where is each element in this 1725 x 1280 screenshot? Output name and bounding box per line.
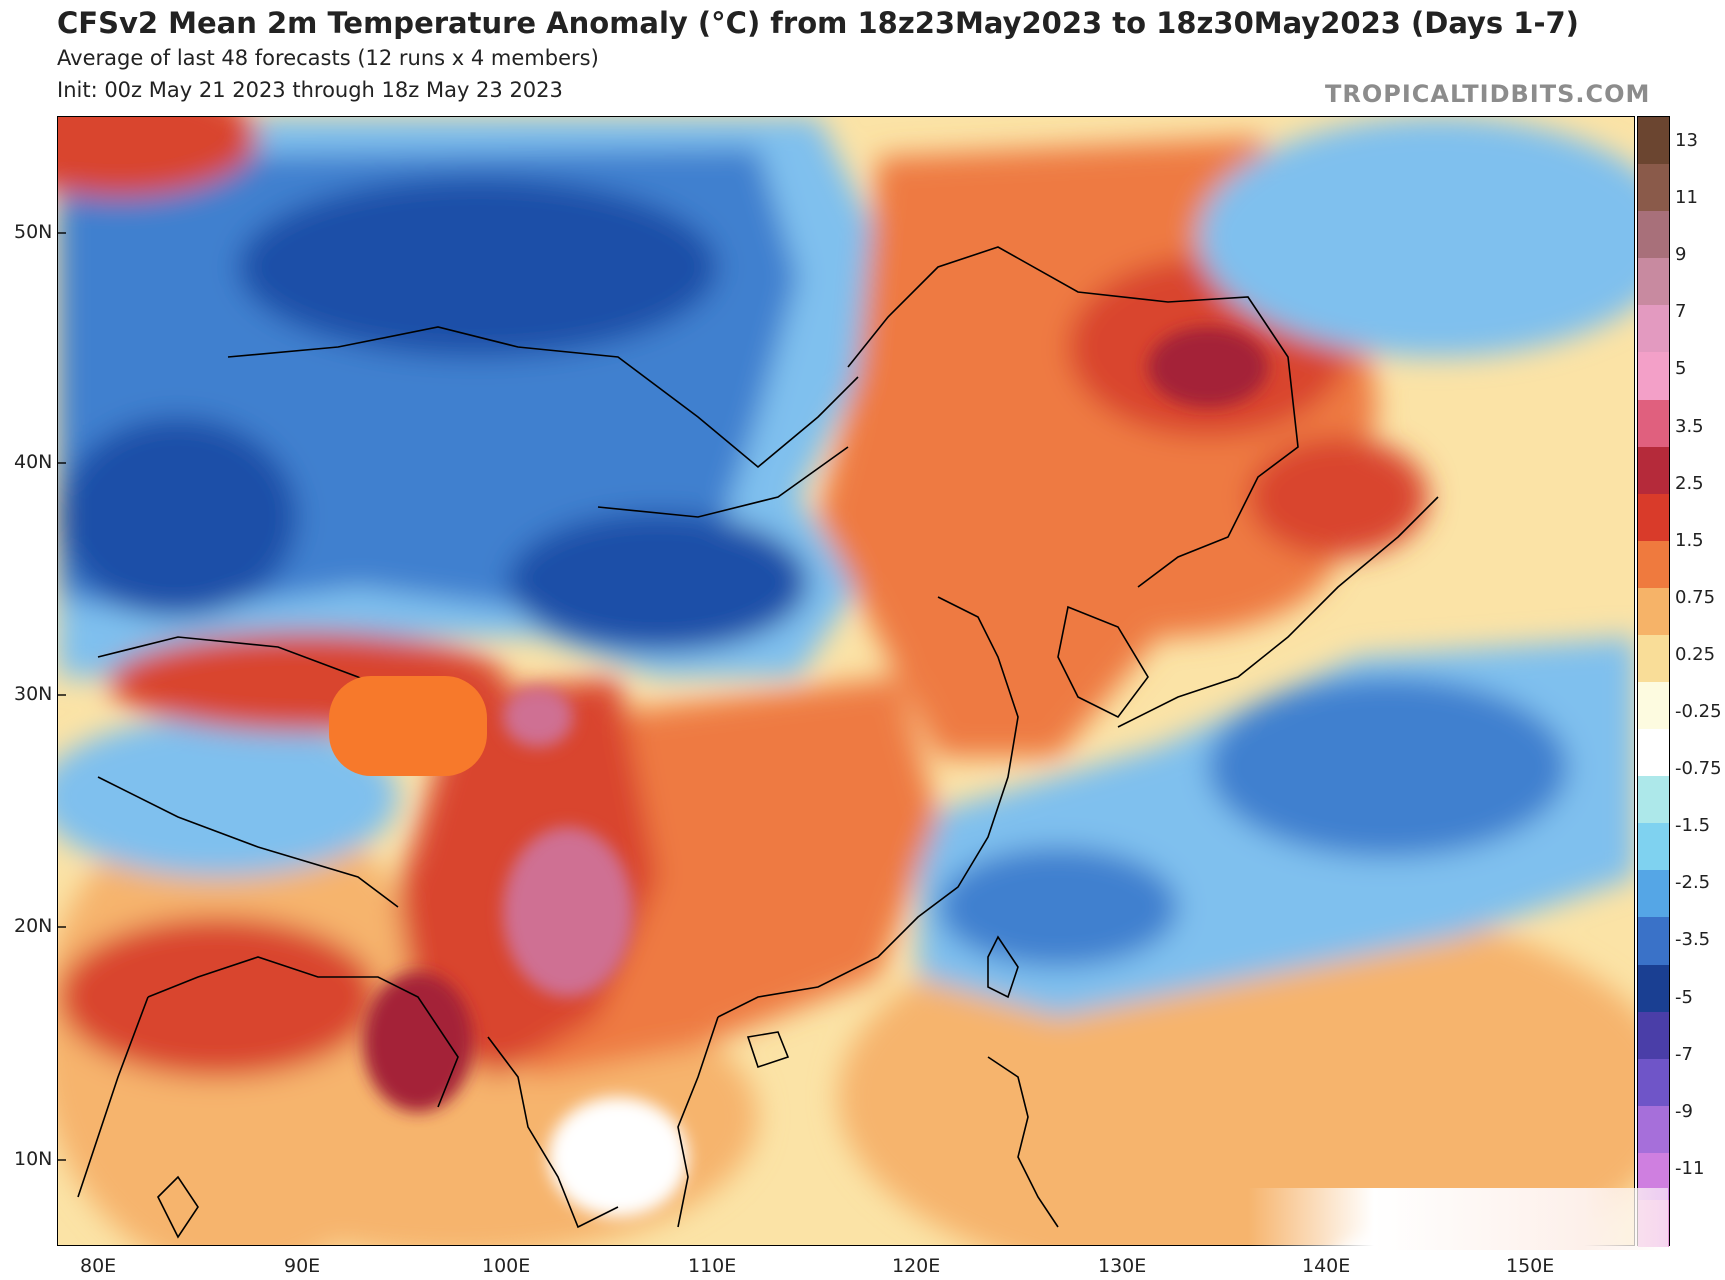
redacted-marker	[329, 676, 487, 776]
colorbar-segment	[1638, 1105, 1669, 1154]
anomaly-hot-corner	[58, 117, 258, 197]
anomaly-extreme-yunnan	[503, 827, 633, 997]
anomaly-cool-okhotsk	[1198, 117, 1634, 357]
anomaly-hotter-india	[58, 917, 378, 1077]
colorbar-label: 0.75	[1675, 586, 1716, 608]
anomaly-cold-deep-gobi	[508, 512, 808, 652]
coast-korea	[1057, 605, 1149, 719]
colorbar-segment	[1638, 399, 1669, 448]
colorbar-label: -0.75	[1675, 758, 1722, 780]
anomaly-neutral-thailand	[548, 1097, 688, 1217]
colorbar-label: -1.5	[1675, 815, 1711, 837]
colorbar-label: -9	[1675, 1100, 1693, 1122]
colorbar	[1637, 116, 1670, 1248]
border-mongolia-south	[597, 446, 849, 518]
colorbar-label: -3.5	[1675, 929, 1711, 951]
lat-label-10n: 10N	[14, 1148, 53, 1170]
anomaly-cool-tibet	[58, 717, 398, 877]
map-subtitle-forecasts: Average of last 48 forecasts (12 runs x …	[57, 46, 599, 70]
colorbar-label: 1.5	[1675, 529, 1704, 551]
lon-label-140e: 140E	[1302, 1255, 1351, 1277]
coast-china-east	[717, 596, 1019, 1018]
brand-watermark: TROPICALTIDBITS.COM	[1325, 80, 1651, 108]
anomaly-hottest-amur	[1148, 327, 1268, 407]
temperature-anomaly-map	[57, 116, 1635, 1246]
coast-taiwan	[987, 935, 1019, 999]
coast-indochina	[487, 1036, 619, 1229]
colorbar-segment	[1638, 352, 1669, 400]
graticule-ticks	[58, 232, 66, 1161]
colorbar-label: -5	[1675, 986, 1693, 1008]
colorbar-segment	[1638, 729, 1669, 777]
colorbar-segment	[1638, 870, 1669, 918]
anomaly-cold-pacific	[1208, 677, 1568, 857]
colorbar-segment	[1638, 493, 1669, 542]
anomaly-cold-deep-siberia	[238, 177, 718, 357]
coast-hainan	[746, 1031, 790, 1069]
map-subtitle-init: Init: 00z May 21 2023 through 18z May 23…	[57, 78, 563, 102]
colorbar-label: 3.5	[1675, 415, 1704, 437]
colorbar-segment	[1638, 258, 1669, 306]
coast-philippines	[987, 1056, 1059, 1228]
colorbar-segment	[1638, 164, 1669, 212]
lat-label-50n: 50N	[14, 221, 53, 243]
colorbar-segment	[1638, 540, 1669, 589]
border-mongolia	[227, 326, 859, 469]
anomaly-hotter-hokkaido	[1248, 437, 1428, 557]
map-canvas	[58, 117, 1634, 1245]
map-title: CFSv2 Mean 2m Temperature Anomaly (°C) f…	[57, 6, 1579, 40]
colorbar-segment	[1638, 305, 1669, 353]
colorbar-segment	[1638, 634, 1669, 683]
corner-watermark	[1248, 1188, 1668, 1250]
colorbar-label: 0.25	[1675, 643, 1716, 665]
colorbar-segment	[1638, 682, 1669, 730]
coast-india-east	[77, 996, 149, 1198]
coast-vietnam	[677, 1016, 719, 1228]
coast-bay-of-bengal	[147, 956, 459, 1108]
colorbar-label: 7	[1675, 301, 1687, 323]
lon-label-100e: 100E	[482, 1255, 531, 1277]
lon-label-150e: 150E	[1506, 1255, 1555, 1277]
anomaly-cold-philippine-sea	[938, 847, 1178, 967]
lon-label-130e: 130E	[1098, 1255, 1147, 1277]
lon-label-80e: 80E	[80, 1255, 117, 1277]
colorbar-label: 5	[1675, 358, 1687, 380]
colorbar-segment	[1638, 446, 1669, 495]
colorbar-label: -2.5	[1675, 872, 1711, 894]
colorbar-segment	[1638, 1011, 1669, 1060]
colorbar-label: 9	[1675, 244, 1687, 266]
anomaly-cold-deep-west	[58, 417, 298, 617]
colorbar-label: -7	[1675, 1043, 1693, 1065]
coastlines	[77, 246, 1439, 1239]
lat-label-40n: 40N	[14, 451, 53, 473]
coast-japan	[1117, 496, 1439, 728]
colorbar-label: -11	[1675, 1157, 1705, 1179]
coast-sri-lanka	[157, 1175, 199, 1239]
border-himalaya	[97, 776, 399, 908]
lon-label-110e: 110E	[688, 1255, 737, 1277]
anomaly-hottest-myanmar	[363, 972, 473, 1112]
anomaly-hot-korea	[978, 457, 1338, 637]
lon-label-90e: 90E	[284, 1255, 321, 1277]
colorbar-label: 11	[1675, 187, 1698, 209]
lat-label-30n: 30N	[14, 683, 53, 705]
colorbar-label: -0.25	[1675, 701, 1722, 722]
lat-label-20n: 20N	[14, 915, 53, 937]
colorbar-label: 13	[1675, 130, 1698, 151]
colorbar-segment	[1638, 117, 1669, 165]
anomaly-extreme-sichuan	[503, 687, 573, 747]
colorbar-label: 2.5	[1675, 472, 1704, 494]
colorbar-segment	[1638, 823, 1669, 871]
colorbar-segment	[1638, 211, 1669, 259]
colorbar-segment	[1638, 1058, 1669, 1107]
colorbar-segment	[1638, 917, 1669, 965]
lon-label-120e: 120E	[892, 1255, 941, 1277]
colorbar-segment	[1638, 776, 1669, 824]
border-china-russia	[847, 246, 1299, 588]
colorbar-segment	[1638, 964, 1669, 1013]
colorbar-segment	[1638, 587, 1669, 636]
